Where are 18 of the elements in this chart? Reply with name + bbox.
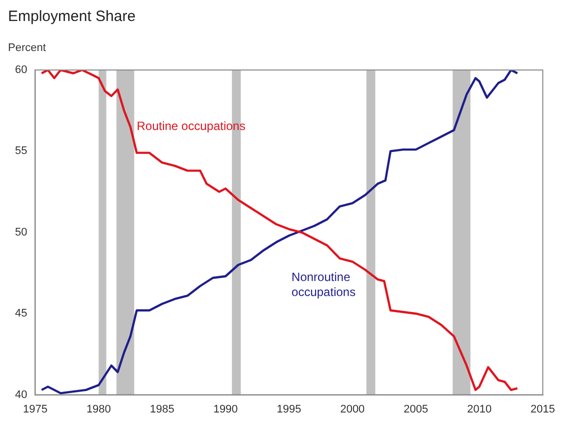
y-tick-label: 40 xyxy=(14,388,28,401)
x-tick-label: 1985 xyxy=(150,403,174,416)
y-tick-label: 50 xyxy=(14,226,28,238)
annotation: Nonroutine occupations xyxy=(292,270,356,300)
x-tick-label: 2015 xyxy=(530,403,556,416)
x-tick-label: 1975 xyxy=(22,403,48,416)
annotation: Routine occupations xyxy=(136,119,246,134)
y-tick-label: 60 xyxy=(14,64,28,76)
y-tick-label: 45 xyxy=(14,308,28,320)
chart-title: Employment Share xyxy=(8,8,136,25)
y-tick-label: 55 xyxy=(14,145,28,158)
x-tick-label: 1990 xyxy=(213,403,238,416)
x-tick-label: 2010 xyxy=(467,403,492,416)
x-tick-label: 1995 xyxy=(276,403,302,416)
y-axis-title: Percent xyxy=(8,42,46,54)
x-tick-label: 2005 xyxy=(404,403,428,416)
x-tick-label: 2000 xyxy=(340,403,365,416)
x-tick-label: 1980 xyxy=(86,403,111,416)
